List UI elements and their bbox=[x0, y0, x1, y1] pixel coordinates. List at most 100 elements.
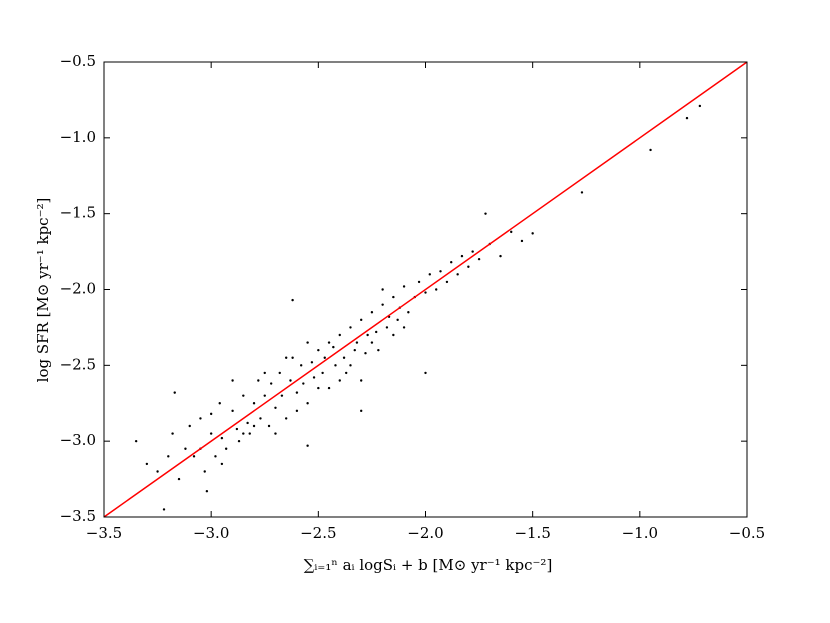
point bbox=[471, 250, 474, 253]
point bbox=[344, 371, 348, 375]
point bbox=[439, 270, 442, 273]
point bbox=[280, 394, 284, 397]
point bbox=[460, 254, 464, 258]
point bbox=[192, 455, 196, 458]
point bbox=[171, 432, 174, 435]
point bbox=[445, 280, 449, 284]
point bbox=[220, 462, 224, 466]
point bbox=[417, 280, 421, 284]
point bbox=[685, 116, 689, 120]
point bbox=[342, 356, 346, 359]
point bbox=[338, 379, 341, 382]
point bbox=[375, 330, 378, 334]
point bbox=[257, 379, 260, 382]
x-tick-label: −3.5 bbox=[86, 524, 122, 542]
point bbox=[477, 257, 481, 261]
point bbox=[302, 382, 305, 385]
point bbox=[214, 455, 217, 458]
point bbox=[134, 439, 138, 443]
point bbox=[360, 379, 363, 382]
point bbox=[510, 230, 513, 234]
point bbox=[467, 265, 470, 268]
point bbox=[203, 470, 206, 473]
point bbox=[167, 455, 170, 458]
point bbox=[332, 345, 335, 349]
point bbox=[334, 364, 337, 367]
y-tick-label: −1.0 bbox=[60, 128, 96, 146]
point bbox=[220, 436, 224, 440]
point bbox=[649, 148, 652, 152]
y-tick-label: −3.0 bbox=[60, 431, 96, 449]
y-axis-label: log SFR [M⊙ yr⁻¹ kpc⁻²] bbox=[34, 198, 52, 383]
point bbox=[231, 409, 234, 413]
point bbox=[299, 364, 303, 367]
point bbox=[242, 432, 245, 435]
point bbox=[323, 356, 326, 359]
point bbox=[274, 432, 277, 435]
point bbox=[177, 477, 181, 481]
point bbox=[424, 371, 427, 375]
point bbox=[246, 421, 249, 425]
point bbox=[698, 104, 702, 108]
point bbox=[263, 371, 266, 375]
point bbox=[310, 361, 314, 364]
point bbox=[284, 417, 288, 420]
point bbox=[306, 341, 309, 344]
x-tick-label: −0.5 bbox=[729, 524, 765, 542]
point bbox=[218, 402, 221, 405]
point bbox=[295, 409, 299, 413]
point bbox=[327, 386, 331, 390]
point bbox=[370, 311, 374, 314]
point bbox=[360, 409, 363, 413]
point bbox=[338, 333, 341, 337]
plot-frame bbox=[103, 61, 748, 518]
point bbox=[377, 348, 380, 352]
x-tick-label: −2.5 bbox=[300, 524, 336, 542]
point bbox=[353, 348, 356, 352]
point bbox=[291, 298, 294, 302]
point bbox=[428, 273, 431, 276]
point bbox=[267, 424, 271, 428]
point bbox=[370, 341, 374, 344]
point bbox=[396, 318, 399, 322]
point bbox=[392, 333, 395, 337]
y-tick-label: −1.5 bbox=[60, 204, 96, 222]
point bbox=[317, 348, 320, 352]
y-tick-label: −2.5 bbox=[60, 355, 96, 373]
point bbox=[278, 371, 281, 375]
point bbox=[312, 376, 316, 379]
point bbox=[317, 386, 320, 390]
point bbox=[364, 352, 367, 355]
point bbox=[381, 303, 384, 306]
point bbox=[284, 356, 288, 359]
point bbox=[224, 447, 228, 450]
point bbox=[306, 402, 309, 405]
point bbox=[402, 326, 406, 329]
x-tick-label: −1.0 bbox=[622, 524, 658, 542]
point bbox=[349, 364, 352, 367]
point bbox=[289, 379, 292, 382]
point bbox=[402, 285, 406, 288]
point bbox=[235, 427, 239, 431]
point bbox=[580, 191, 584, 194]
y-tick-label: −0.5 bbox=[60, 52, 96, 70]
point bbox=[252, 424, 256, 428]
point bbox=[424, 291, 427, 294]
y-tick-label: −2.0 bbox=[60, 280, 96, 298]
point bbox=[263, 394, 266, 397]
point bbox=[269, 382, 273, 385]
point bbox=[173, 391, 176, 394]
x-axis-label: ∑ᵢ₌₁ⁿ aᵢ logSᵢ + b [M⊙ yr⁻¹ kpc⁻²] bbox=[304, 556, 553, 574]
point bbox=[209, 432, 213, 435]
point bbox=[259, 417, 262, 420]
x-tick-label: −2.0 bbox=[407, 524, 443, 542]
point bbox=[145, 462, 149, 466]
x-tick-label: −3.0 bbox=[193, 524, 229, 542]
point bbox=[184, 447, 187, 450]
point bbox=[248, 432, 251, 435]
point bbox=[162, 508, 166, 511]
point bbox=[237, 439, 241, 443]
point bbox=[205, 490, 209, 493]
